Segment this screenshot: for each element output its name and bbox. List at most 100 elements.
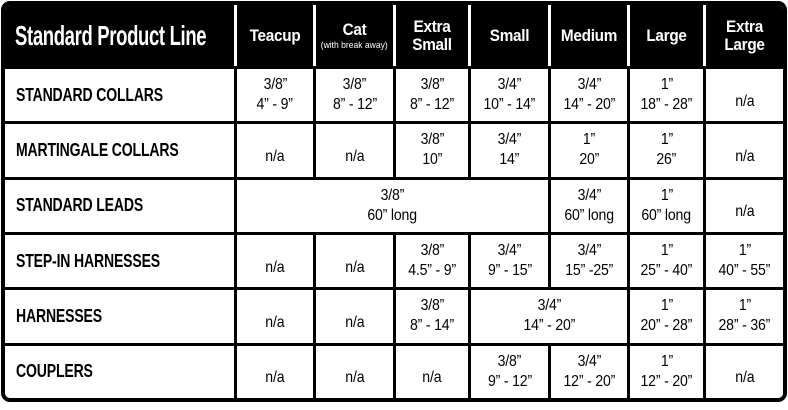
cell-standard-collars-extra-small: 3/8” 8” - 12” bbox=[393, 66, 468, 122]
cell-value-line: 3/8” bbox=[420, 297, 444, 315]
cell-standard-collars-large: 1” 18” - 28” bbox=[627, 66, 703, 122]
column-header-label: Extra Small bbox=[412, 16, 452, 54]
cell-martingale-collars-cat: n/a bbox=[313, 121, 393, 177]
cell-value-line: 14” - 20” bbox=[523, 317, 575, 335]
row-label-cell-standard-leads: STANDARD LEADS bbox=[5, 176, 234, 232]
row-label-cell-martingale-collars: MARTINGALE COLLARS bbox=[5, 121, 234, 177]
column-header-label: Extra Large bbox=[724, 16, 765, 54]
cell-value-line: 12” - 20” bbox=[640, 372, 693, 390]
column-header-extra-small: Extra Small bbox=[393, 5, 468, 66]
cell-step-in-harnesses-extra-small: 3/8” 4.5” - 9” bbox=[393, 231, 468, 288]
row-label-cell-couplers: COUPLERS bbox=[5, 342, 234, 398]
column-header-small: Small bbox=[468, 5, 548, 66]
cell-value-line: 1” bbox=[660, 186, 673, 204]
cell-value-line: 18” - 28” bbox=[640, 96, 693, 114]
cell-couplers-teacup: n/a bbox=[234, 342, 313, 398]
table-title-cell: Standard Product Line bbox=[5, 5, 234, 66]
cell-value-line: 12” - 20” bbox=[563, 372, 615, 390]
cell-couplers-small: 3/8” 9” - 12” bbox=[468, 342, 548, 398]
cell-step-in-harnesses-extra-large: 1” 40” - 55” bbox=[703, 231, 783, 288]
cell-value-line: n/a bbox=[734, 147, 755, 165]
cell-standard-collars-extra-large: n/a bbox=[703, 66, 783, 122]
cell-value-line: n/a bbox=[344, 313, 365, 331]
cell-standard-collars-small: 3/4” 10” - 14” bbox=[468, 66, 548, 122]
column-header-label: Cat bbox=[342, 19, 367, 39]
cell-harnesses-cat: n/a bbox=[313, 287, 393, 343]
cell-value-line: 8” - 12” bbox=[409, 96, 454, 114]
cell-value-line: 60” long bbox=[367, 206, 418, 224]
row-label: STANDARD COLLARS bbox=[16, 84, 164, 105]
row-label: COUPLERS bbox=[16, 361, 93, 382]
cell-value-line: 1” bbox=[738, 297, 751, 315]
cell-value-line: 3/4” bbox=[577, 352, 601, 370]
cell-value-line: n/a bbox=[422, 369, 442, 387]
cell-value-line: 3/4” bbox=[497, 242, 522, 260]
cell-harnesses-teacup: n/a bbox=[234, 287, 313, 343]
column-header-teacup: Teacup bbox=[234, 5, 313, 66]
cell-value-line: 20” bbox=[579, 151, 599, 169]
column-header-large: Large bbox=[627, 5, 703, 66]
cell-value-line: 1” bbox=[660, 76, 673, 94]
cell-standard-leads-extra-large: n/a bbox=[703, 176, 783, 232]
column-header-label: Small bbox=[489, 25, 530, 45]
cell-value-line: 3/4” bbox=[537, 297, 561, 315]
cell-value-line: 3/8” bbox=[342, 76, 367, 94]
cell-value-line: 3/8” bbox=[420, 131, 444, 149]
cell-couplers-extra-small: n/a bbox=[393, 342, 468, 398]
cell-couplers-extra-large: n/a bbox=[703, 342, 783, 398]
cell-standard-leads-teacup-to-small: 3/8” 60” long bbox=[234, 176, 548, 232]
cell-step-in-harnesses-teacup: n/a bbox=[234, 231, 313, 288]
cell-value-line: n/a bbox=[734, 92, 755, 110]
cell-martingale-collars-extra-large: n/a bbox=[703, 121, 783, 177]
cell-value-line: 1” bbox=[660, 242, 673, 260]
cell-value-line: 28” - 36” bbox=[718, 317, 771, 335]
cell-value-line: 1” bbox=[660, 131, 673, 149]
cell-value-line: 3/4” bbox=[497, 76, 522, 94]
cell-harnesses-small-to-medium: 3/4” 14” - 20” bbox=[468, 287, 627, 343]
cell-value-line: 3/8” bbox=[263, 76, 287, 94]
cell-step-in-harnesses-small: 3/4” 9” - 15” bbox=[468, 231, 548, 288]
cell-martingale-collars-small: 3/4” 14” bbox=[468, 121, 548, 177]
cell-value-line: n/a bbox=[344, 147, 365, 165]
cell-step-in-harnesses-medium: 3/4” 15” -25” bbox=[548, 231, 627, 288]
cell-value-line: 60” long bbox=[564, 206, 614, 224]
cell-standard-collars-teacup: 3/8” 4” - 9” bbox=[234, 66, 313, 122]
cell-value-line: 3/8” bbox=[497, 352, 522, 370]
cell-martingale-collars-extra-small: 3/8” 10” bbox=[393, 121, 468, 177]
column-header-cat: Cat (with break away) bbox=[313, 5, 393, 66]
cell-value-line: 9” - 12” bbox=[487, 372, 532, 390]
cell-value-line: 14” bbox=[499, 151, 520, 169]
cell-value-line: 3/8” bbox=[420, 76, 444, 94]
cell-harnesses-extra-small: 3/8” 8” - 14” bbox=[393, 287, 468, 343]
cell-standard-collars-medium: 3/4” 14” - 20” bbox=[548, 66, 627, 122]
column-header-extra-large: Extra Large bbox=[703, 5, 783, 66]
row-label-cell-harnesses: HARNESSES bbox=[5, 287, 234, 343]
cell-value-line: n/a bbox=[265, 258, 285, 276]
product-table: Standard Product Line Teacup Cat (with brea… bbox=[5, 5, 783, 398]
cell-value-line: 20” - 28” bbox=[640, 317, 693, 335]
row-label: STANDARD LEADS bbox=[16, 195, 144, 216]
cell-value-line: 3/8” bbox=[420, 242, 444, 260]
row-label: MARTINGALE COLLARS bbox=[16, 139, 179, 160]
cell-step-in-harnesses-cat: n/a bbox=[313, 231, 393, 288]
cell-standard-collars-cat: 3/8” 8” - 12” bbox=[313, 66, 393, 122]
cell-value-line: 40” - 55” bbox=[718, 262, 771, 280]
cell-harnesses-large: 1” 20” - 28” bbox=[627, 287, 703, 343]
cell-value-line: n/a bbox=[344, 258, 365, 276]
column-header-medium: Medium bbox=[548, 5, 627, 66]
cell-value-line: 3/4” bbox=[497, 131, 522, 149]
cell-value-line: 3/4” bbox=[577, 242, 601, 260]
cell-martingale-collars-medium: 1” 20” bbox=[548, 121, 627, 177]
cell-value-line: n/a bbox=[344, 369, 365, 387]
cell-value-line: 14” - 20” bbox=[563, 96, 615, 114]
cell-standard-leads-medium: 3/4” 60” long bbox=[548, 176, 627, 232]
cell-value-line: 3/4” bbox=[577, 186, 601, 204]
cell-value-line: n/a bbox=[265, 313, 285, 331]
cell-value-line: 1” bbox=[660, 297, 673, 315]
cell-value-line: 10” - 14” bbox=[483, 96, 536, 114]
row-label-cell-standard-collars: STANDARD COLLARS bbox=[5, 66, 234, 122]
column-header-label: Teacup bbox=[249, 25, 301, 45]
cell-value-line: 1” bbox=[738, 242, 751, 260]
cell-value-line: 1” bbox=[660, 352, 673, 370]
